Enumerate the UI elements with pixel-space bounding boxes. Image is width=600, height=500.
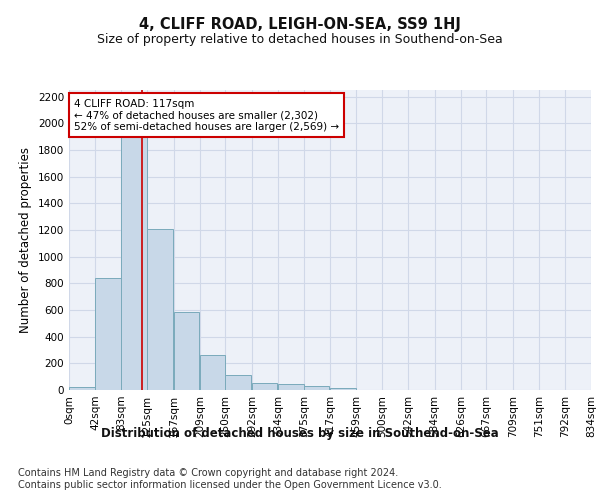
Text: Size of property relative to detached houses in Southend-on-Sea: Size of property relative to detached ho… (97, 32, 503, 46)
Bar (173, 312, 199, 390)
Bar (121, 136, 146, 390)
Text: Contains public sector information licensed under the Open Government Licence v3: Contains public sector information licen… (18, 480, 442, 490)
Text: Contains HM Land Registry data © Crown copyright and database right 2024.: Contains HM Land Registry data © Crown c… (18, 468, 398, 477)
Text: 4, CLIFF ROAD, LEIGH-ON-SEA, SS9 1HJ: 4, CLIFF ROAD, LEIGH-ON-SEA, SS9 1HJ (139, 18, 461, 32)
Bar (304, 386, 329, 390)
Bar (252, 384, 277, 390)
Text: 4 CLIFF ROAD: 117sqm
← 47% of detached houses are smaller (2,302)
52% of semi-de: 4 CLIFF ROAD: 117sqm ← 47% of detached h… (74, 98, 339, 132)
Bar (226, 374, 251, 390)
Bar (147, 228, 173, 390)
Text: Distribution of detached houses by size in Southend-on-Sea: Distribution of detached houses by size … (101, 428, 499, 440)
Bar (278, 384, 304, 390)
Y-axis label: Number of detached properties: Number of detached properties (19, 147, 32, 333)
Bar (95, 278, 121, 390)
Bar (330, 388, 356, 390)
Bar (69, 386, 95, 390)
Bar (200, 356, 226, 390)
